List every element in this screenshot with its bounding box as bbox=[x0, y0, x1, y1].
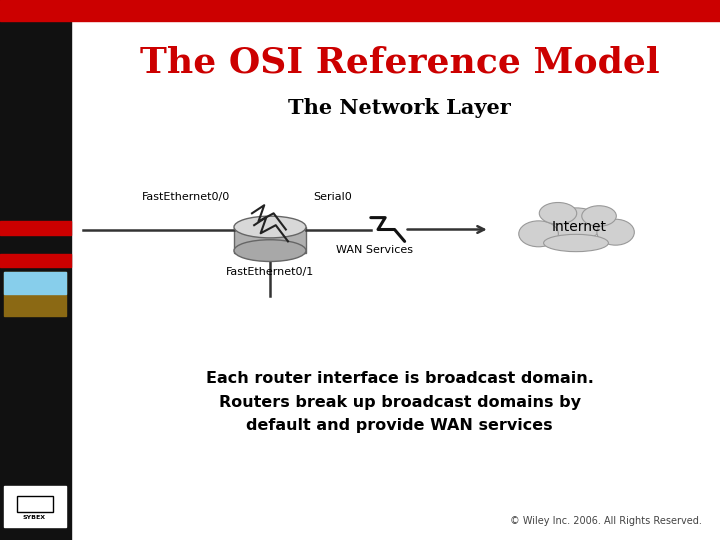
Text: The Network Layer: The Network Layer bbox=[288, 98, 511, 118]
Ellipse shape bbox=[234, 240, 306, 261]
Bar bbox=[4, 272, 66, 316]
Bar bbox=[0, 221, 71, 235]
Bar bbox=[0, 254, 71, 267]
Bar bbox=[0, 0, 720, 21]
Text: Serial0: Serial0 bbox=[313, 192, 352, 202]
Text: © Wiley Inc. 2006. All Rights Reserved.: © Wiley Inc. 2006. All Rights Reserved. bbox=[510, 516, 702, 526]
Text: WAN Services: WAN Services bbox=[336, 245, 413, 255]
Bar bbox=[4, 272, 66, 294]
Ellipse shape bbox=[544, 234, 608, 252]
Text: Internet: Internet bbox=[552, 220, 607, 234]
Text: FastEthernet0/0: FastEthernet0/0 bbox=[142, 192, 230, 202]
Text: Each router interface is broadcast domain.
Routers break up broadcast domains by: Each router interface is broadcast domai… bbox=[206, 372, 593, 433]
Polygon shape bbox=[17, 496, 53, 512]
Bar bbox=[4, 486, 66, 526]
Bar bbox=[0, 0, 71, 540]
Text: SYBEX: SYBEX bbox=[23, 515, 46, 520]
Ellipse shape bbox=[597, 219, 634, 245]
Bar bbox=[234, 227, 306, 253]
Ellipse shape bbox=[539, 202, 577, 224]
Ellipse shape bbox=[549, 208, 603, 240]
Ellipse shape bbox=[582, 206, 616, 226]
Text: The OSI Reference Model: The OSI Reference Model bbox=[140, 45, 660, 79]
Ellipse shape bbox=[518, 221, 558, 247]
Ellipse shape bbox=[234, 216, 306, 238]
Text: FastEthernet0/1: FastEthernet0/1 bbox=[226, 267, 314, 276]
